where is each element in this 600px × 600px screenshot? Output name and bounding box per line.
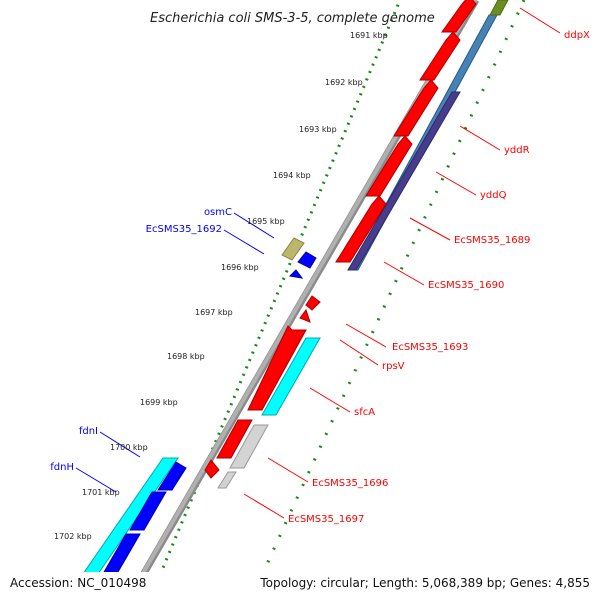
ruler-label: 1694 kbp (273, 171, 311, 180)
connector-ecsms35-1696 (267, 457, 309, 483)
ruler-label: 1700 kbp (110, 443, 148, 452)
gene-ecsms35-1697-gray (217, 471, 237, 489)
footer-background (0, 572, 600, 600)
gene-fdn-blue-3 (103, 533, 141, 572)
ruler-label: 1699 kbp (140, 398, 178, 407)
ruler-label: 1692 kbp (325, 78, 363, 87)
gene-ecsms35-1696-gray (229, 424, 269, 469)
connector-ecsms35-1697 (243, 493, 285, 519)
gene-red-forward (365, 135, 413, 197)
gene-osmC (281, 237, 305, 261)
gene-fdnH (129, 491, 167, 531)
feature-olive-gene (489, 0, 509, 16)
connector-osmC (233, 212, 275, 239)
gene-label-yddR: yddR (504, 145, 530, 156)
gene-label-ecsms35-1692: EcSMS35_1692 (146, 224, 222, 235)
gene-label-rpsV: rpsV (382, 361, 405, 372)
gene-label-ddpX: ddpX (564, 30, 590, 41)
gene-label-fdnI: fdnI (79, 426, 98, 437)
connector-yddR (459, 125, 501, 151)
ruler-label: 1695 kbp (247, 217, 285, 226)
gene-ecsms35-1696-red (216, 419, 253, 459)
connector-ecsms35-1689 (409, 217, 451, 241)
genome-stats-text: Topology: circular; Length: 5,068,389 bp… (259, 576, 590, 590)
connector-ecsms35-1692 (223, 229, 265, 255)
gene-label-osmC: osmC (204, 207, 232, 218)
map-title: Escherichia coli SMS-3-5, complete genom… (150, 11, 435, 26)
gene-red-forward (393, 79, 439, 137)
gene-label-yddQ: yddQ (480, 190, 507, 201)
ruler-label: 1701 kbp (82, 488, 120, 497)
ruler-label: 1698 kbp (167, 352, 205, 361)
gene-red-forward (335, 195, 387, 263)
connector-yddQ (435, 171, 477, 196)
connector-fdnI (99, 431, 141, 458)
gene-ecsms35-1692b (288, 269, 304, 279)
gene-fdnI (157, 461, 187, 491)
gene-label-ecsms35-1693: EcSMS35_1693 (392, 342, 468, 353)
gene-label-ecsms35-1690: EcSMS35_1690 (428, 280, 504, 291)
gene-ecsms35-1693b (299, 308, 311, 323)
gene-ecsms35-1692 (297, 251, 317, 269)
gene-label-ecsms35-1689: EcSMS35_1689 (454, 235, 530, 246)
accession-text: Accession: NC_010498 (10, 576, 146, 590)
feature-slate-band (347, 91, 461, 271)
ruler-label: 1693 kbp (299, 125, 337, 134)
gene-rpsV-cyan (261, 337, 321, 416)
ruler-label: 1691 kbp (350, 31, 388, 40)
gene-red-forward (419, 31, 461, 81)
connector-rpsV (339, 339, 379, 366)
gene-fdn-cyan (83, 457, 179, 572)
connector-fdnH (75, 467, 117, 493)
connector-sfcA (309, 387, 351, 413)
ruler-label: 1696 kbp (221, 263, 259, 272)
gene-label-sfcA: sfcA (354, 407, 375, 418)
gene-label-ecsms35-1696: EcSMS35_1696 (312, 478, 388, 489)
ruler-label: 1702 kbp (54, 532, 92, 541)
ruler-label: 1697 kbp (195, 308, 233, 317)
red-forward-genes (335, 0, 477, 263)
connector-ddpX (519, 7, 561, 34)
connector-ecsms35-1693 (345, 323, 387, 348)
gene-ecsms35-1693 (305, 295, 321, 311)
connector-ecsms35-1690 (383, 261, 425, 286)
gene-label-fdnH: fdnH (50, 462, 74, 473)
gene-sfcA (247, 325, 307, 411)
gene-red-forward (441, 0, 477, 33)
gene-ecsms35-1697-red (204, 459, 220, 479)
gene-label-ecsms35-1697: EcSMS35_1697 (288, 514, 364, 525)
